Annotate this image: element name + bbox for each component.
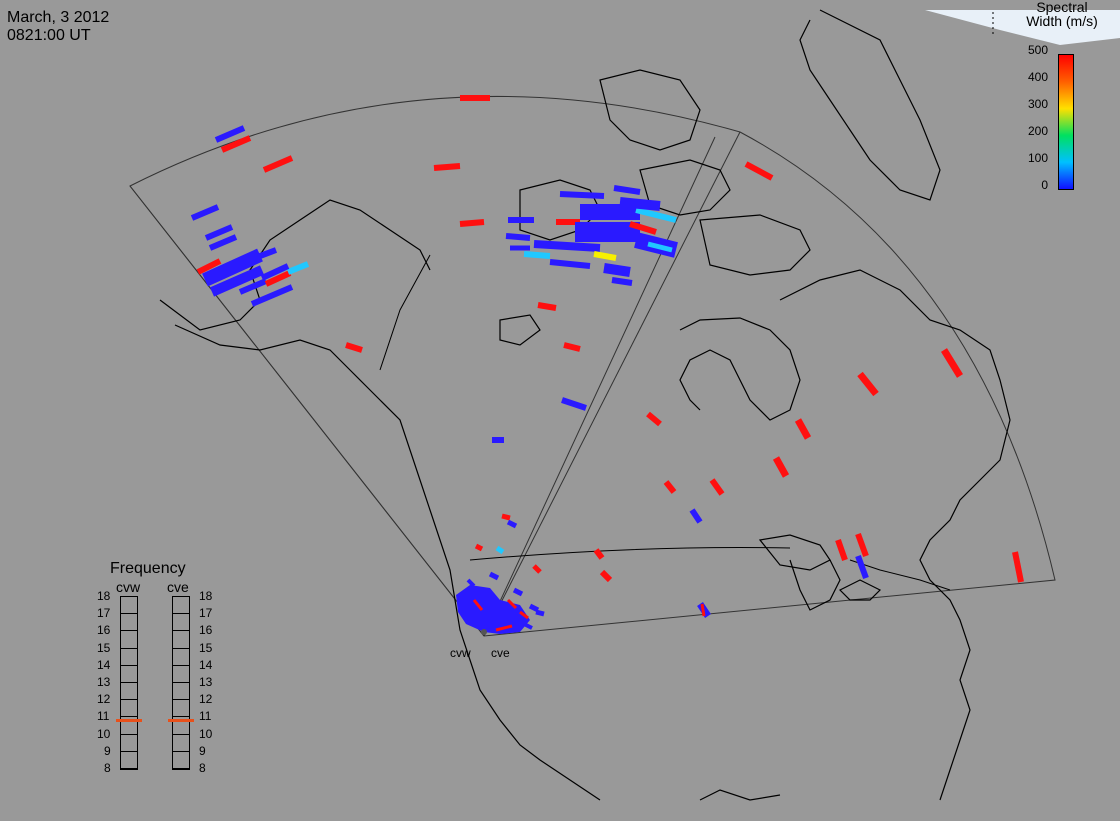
frequency-scale-label: 11 bbox=[97, 709, 110, 724]
frequency-column-cve bbox=[172, 596, 190, 770]
frequency-title: Frequency bbox=[110, 560, 186, 577]
radar-echoes bbox=[190, 95, 1024, 634]
site-label-cve: cve bbox=[491, 646, 510, 660]
colorbar-tick: 500 bbox=[1027, 43, 1048, 57]
colorbar-tick: 100 bbox=[1027, 151, 1048, 165]
frequency-cell bbox=[121, 752, 137, 769]
frequency-scale-label: 17 bbox=[97, 606, 111, 621]
site-label-cvw: cvw bbox=[450, 646, 471, 660]
frequency-cell bbox=[121, 614, 137, 632]
frequency-column-cvw bbox=[120, 596, 138, 770]
frequency-scale-label: 16 bbox=[97, 623, 111, 638]
radar-label-cvw: cvw bbox=[116, 579, 141, 595]
colorbar-tick: 0 bbox=[1041, 178, 1048, 192]
frequency-scale-label: 12 bbox=[199, 692, 213, 707]
frequency-scale-label: 12 bbox=[97, 692, 111, 707]
frequency-cell bbox=[173, 597, 189, 615]
colorbar-tick: 400 bbox=[1027, 70, 1048, 84]
frequency-scale-label: 13 bbox=[199, 675, 213, 689]
frequency-cell bbox=[121, 631, 137, 649]
frequency-scale-label: 14 bbox=[97, 657, 111, 672]
frequency-scale-label: 11 bbox=[199, 709, 212, 724]
frequency-cell bbox=[173, 717, 189, 735]
frequency-cell bbox=[121, 649, 137, 666]
frequency-cell bbox=[173, 614, 189, 632]
frequency-scale-label: 9 bbox=[199, 743, 206, 758]
frequency-scale-label: 18 bbox=[199, 589, 213, 603]
frequency-cell bbox=[173, 700, 189, 718]
frequency-cell bbox=[121, 666, 137, 683]
frequency-scale-label: 15 bbox=[97, 640, 111, 655]
time-label: 0821:00 UT bbox=[7, 27, 91, 44]
frequency-scale-label: 18 bbox=[97, 589, 111, 603]
colorbar bbox=[1058, 54, 1074, 190]
frequency-scale-label: 15 bbox=[199, 640, 213, 655]
colorbar-title: Spectral Width (m/s) bbox=[1010, 0, 1114, 28]
frequency-scale-label: 10 bbox=[199, 726, 213, 741]
daylight-region bbox=[925, 10, 1120, 45]
frequency-cell bbox=[121, 735, 137, 752]
frequency-cell bbox=[173, 752, 189, 769]
radar-site-marker bbox=[481, 629, 487, 635]
frequency-cell bbox=[121, 683, 137, 701]
borders bbox=[379, 254, 951, 591]
frequency-cell bbox=[121, 597, 137, 615]
colorbar-tick: 200 bbox=[1027, 124, 1048, 138]
colorbar-tick: 300 bbox=[1027, 97, 1048, 111]
frequency-scale-label: 9 bbox=[104, 743, 111, 758]
frequency-cell bbox=[173, 631, 189, 649]
date-label: March, 3 2012 bbox=[7, 9, 110, 26]
frequency-scale-label: 16 bbox=[199, 623, 213, 638]
frequency-cell bbox=[173, 649, 189, 666]
colorbar-title-line2: Width (m/s) bbox=[1026, 13, 1098, 29]
frequency-cell bbox=[173, 735, 189, 752]
frequency-scale-label: 8 bbox=[104, 761, 111, 775]
frequency-scale-label: 8 bbox=[199, 761, 206, 775]
frequency-marker-cve bbox=[168, 718, 194, 722]
frequency-scale-label: 13 bbox=[97, 675, 111, 689]
colorbar-title-line1: Spectral bbox=[1036, 0, 1088, 15]
frequency-cell bbox=[173, 666, 189, 683]
frequency-cell bbox=[121, 717, 137, 735]
frequency-scale-label: 17 bbox=[199, 606, 213, 621]
frequency-cell bbox=[173, 683, 189, 701]
frequency-scale-label: 10 bbox=[97, 726, 111, 741]
field-of-view bbox=[129, 95, 1056, 637]
frequency-marker-cvw bbox=[116, 718, 142, 722]
frequency-scale-label: 14 bbox=[199, 657, 213, 672]
frequency-cell bbox=[121, 700, 137, 718]
radar-label-cve: cve bbox=[167, 579, 189, 595]
